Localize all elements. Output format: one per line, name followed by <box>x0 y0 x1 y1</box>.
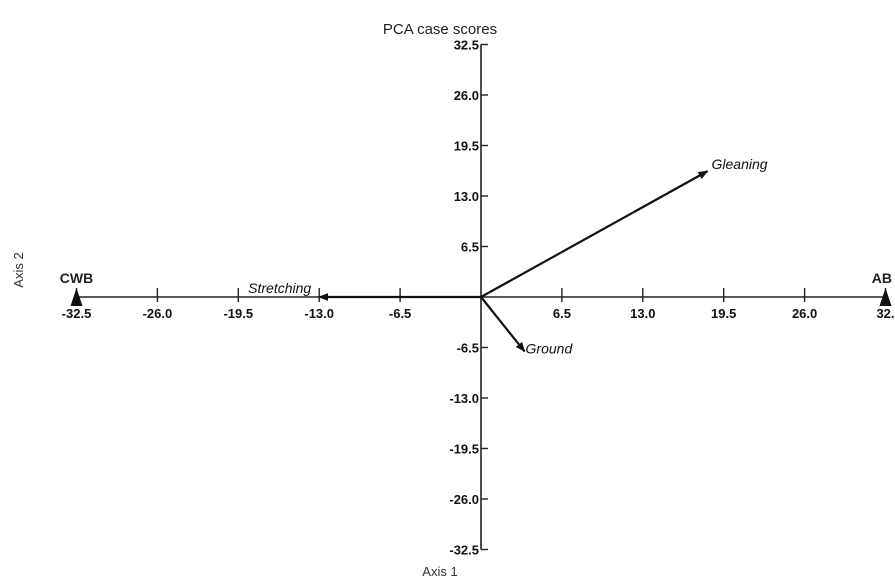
vector-arrow-gleaning <box>480 170 709 298</box>
vectors: Gleaning Stretching Ground <box>248 156 768 356</box>
vector-label-stretching: Stretching <box>248 280 311 296</box>
x-tick-label: -13.0 <box>304 306 334 321</box>
vector-label-ground: Ground <box>526 340 574 356</box>
x-tick-label: 26.0 <box>792 306 817 321</box>
y-tick-label: 13.0 <box>454 189 479 204</box>
group-marker-ab <box>879 288 892 306</box>
x-tick-label: -26.0 <box>143 306 173 321</box>
y-tick-label: 19.5 <box>454 139 479 154</box>
group-label-ab: AB <box>872 270 892 286</box>
x-axis-title: Axis 1 <box>422 564 457 579</box>
x-tick-label: 6.5 <box>553 306 571 321</box>
y-tick-label: -26.0 <box>449 492 479 507</box>
x-tick-label: -6.5 <box>389 306 411 321</box>
x-tick-label: -32.5 <box>62 306 92 321</box>
y-tick-label: -13.0 <box>449 391 479 406</box>
y-tick-label: -19.5 <box>449 442 479 457</box>
chart-title: PCA case scores <box>383 21 497 38</box>
y-tick-label: -6.5 <box>457 341 479 356</box>
x-tick-label: 13.0 <box>630 306 655 321</box>
x-tick-label: 19.5 <box>711 306 736 321</box>
y-tick-label: 6.5 <box>461 240 479 255</box>
vector-label-gleaning: Gleaning <box>712 156 768 172</box>
ticks: -32.5 -26.0 -19.5 -13.0 -6.5 6.5 13.0 19.5 26.0 3… <box>62 38 895 558</box>
y-tick-label: 32.5 <box>454 38 479 53</box>
y-axis-title: Axis 2 <box>11 252 26 287</box>
y-tick-label: 26.0 <box>454 88 479 103</box>
vector-arrow-ground <box>480 296 526 353</box>
x-tick-label: -19.5 <box>223 306 253 321</box>
group-markers: CWB AB <box>60 270 892 306</box>
group-marker-cwb <box>70 288 83 306</box>
y-tick-label: -32.5 <box>449 543 479 558</box>
x-tick-label: 32. <box>876 306 894 321</box>
group-label-cwb: CWB <box>60 270 93 286</box>
